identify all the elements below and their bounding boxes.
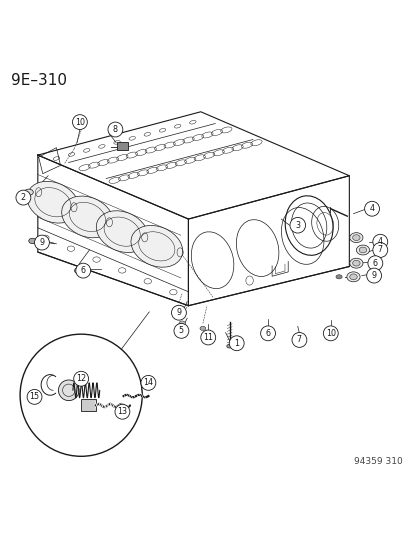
Text: 7: 7 <box>296 335 301 344</box>
Circle shape <box>173 324 188 338</box>
Text: 6: 6 <box>81 266 85 275</box>
Circle shape <box>200 330 215 345</box>
Circle shape <box>372 243 387 257</box>
Ellipse shape <box>352 235 359 240</box>
Text: 11: 11 <box>203 333 213 342</box>
Ellipse shape <box>131 225 182 267</box>
Circle shape <box>323 326 337 341</box>
Ellipse shape <box>335 274 341 279</box>
Ellipse shape <box>226 344 232 348</box>
Text: 15: 15 <box>29 392 40 401</box>
Ellipse shape <box>349 259 362 268</box>
Text: 6: 6 <box>372 259 377 268</box>
Circle shape <box>76 263 90 278</box>
Text: 9: 9 <box>176 308 181 317</box>
Text: 9: 9 <box>39 238 45 247</box>
Text: 10: 10 <box>75 118 85 126</box>
Circle shape <box>115 405 130 419</box>
Text: 12: 12 <box>76 374 86 383</box>
Ellipse shape <box>352 260 359 266</box>
Ellipse shape <box>358 247 366 253</box>
Text: 94359 310: 94359 310 <box>354 457 402 466</box>
Ellipse shape <box>346 272 359 282</box>
Ellipse shape <box>349 274 356 280</box>
Text: 13: 13 <box>117 407 127 416</box>
Text: 4: 4 <box>369 204 374 213</box>
Text: 7: 7 <box>377 246 382 254</box>
Circle shape <box>34 235 49 250</box>
Ellipse shape <box>199 326 205 330</box>
Circle shape <box>364 201 379 216</box>
Circle shape <box>74 372 88 386</box>
Circle shape <box>58 380 79 401</box>
Text: 6: 6 <box>265 329 270 338</box>
Ellipse shape <box>349 233 362 243</box>
Circle shape <box>291 333 306 348</box>
Ellipse shape <box>24 189 33 195</box>
Bar <box>81 399 96 411</box>
Text: 9E–310: 9E–310 <box>11 74 67 88</box>
Text: 14: 14 <box>143 378 153 387</box>
Ellipse shape <box>62 196 113 238</box>
Circle shape <box>260 326 275 341</box>
Circle shape <box>72 115 87 130</box>
Circle shape <box>108 122 123 137</box>
Ellipse shape <box>74 268 83 274</box>
Circle shape <box>366 268 381 283</box>
Ellipse shape <box>356 245 369 255</box>
Text: 1: 1 <box>234 339 239 348</box>
Circle shape <box>171 305 186 320</box>
Ellipse shape <box>28 238 36 244</box>
Circle shape <box>289 217 305 233</box>
Ellipse shape <box>27 181 78 223</box>
Bar <box>116 142 128 150</box>
Ellipse shape <box>96 211 148 253</box>
Circle shape <box>372 235 387 249</box>
Circle shape <box>16 190 31 205</box>
Circle shape <box>229 336 244 351</box>
Text: 9: 9 <box>370 271 376 280</box>
Circle shape <box>367 256 382 271</box>
Circle shape <box>27 390 42 405</box>
Circle shape <box>141 375 155 390</box>
Text: 8: 8 <box>113 125 118 134</box>
Text: 10: 10 <box>325 329 335 338</box>
Text: 4: 4 <box>377 237 382 246</box>
Text: 3: 3 <box>294 221 299 230</box>
Text: 2: 2 <box>21 193 26 202</box>
Text: 5: 5 <box>178 326 183 335</box>
Circle shape <box>20 334 142 456</box>
Ellipse shape <box>175 305 182 310</box>
Ellipse shape <box>178 321 185 326</box>
